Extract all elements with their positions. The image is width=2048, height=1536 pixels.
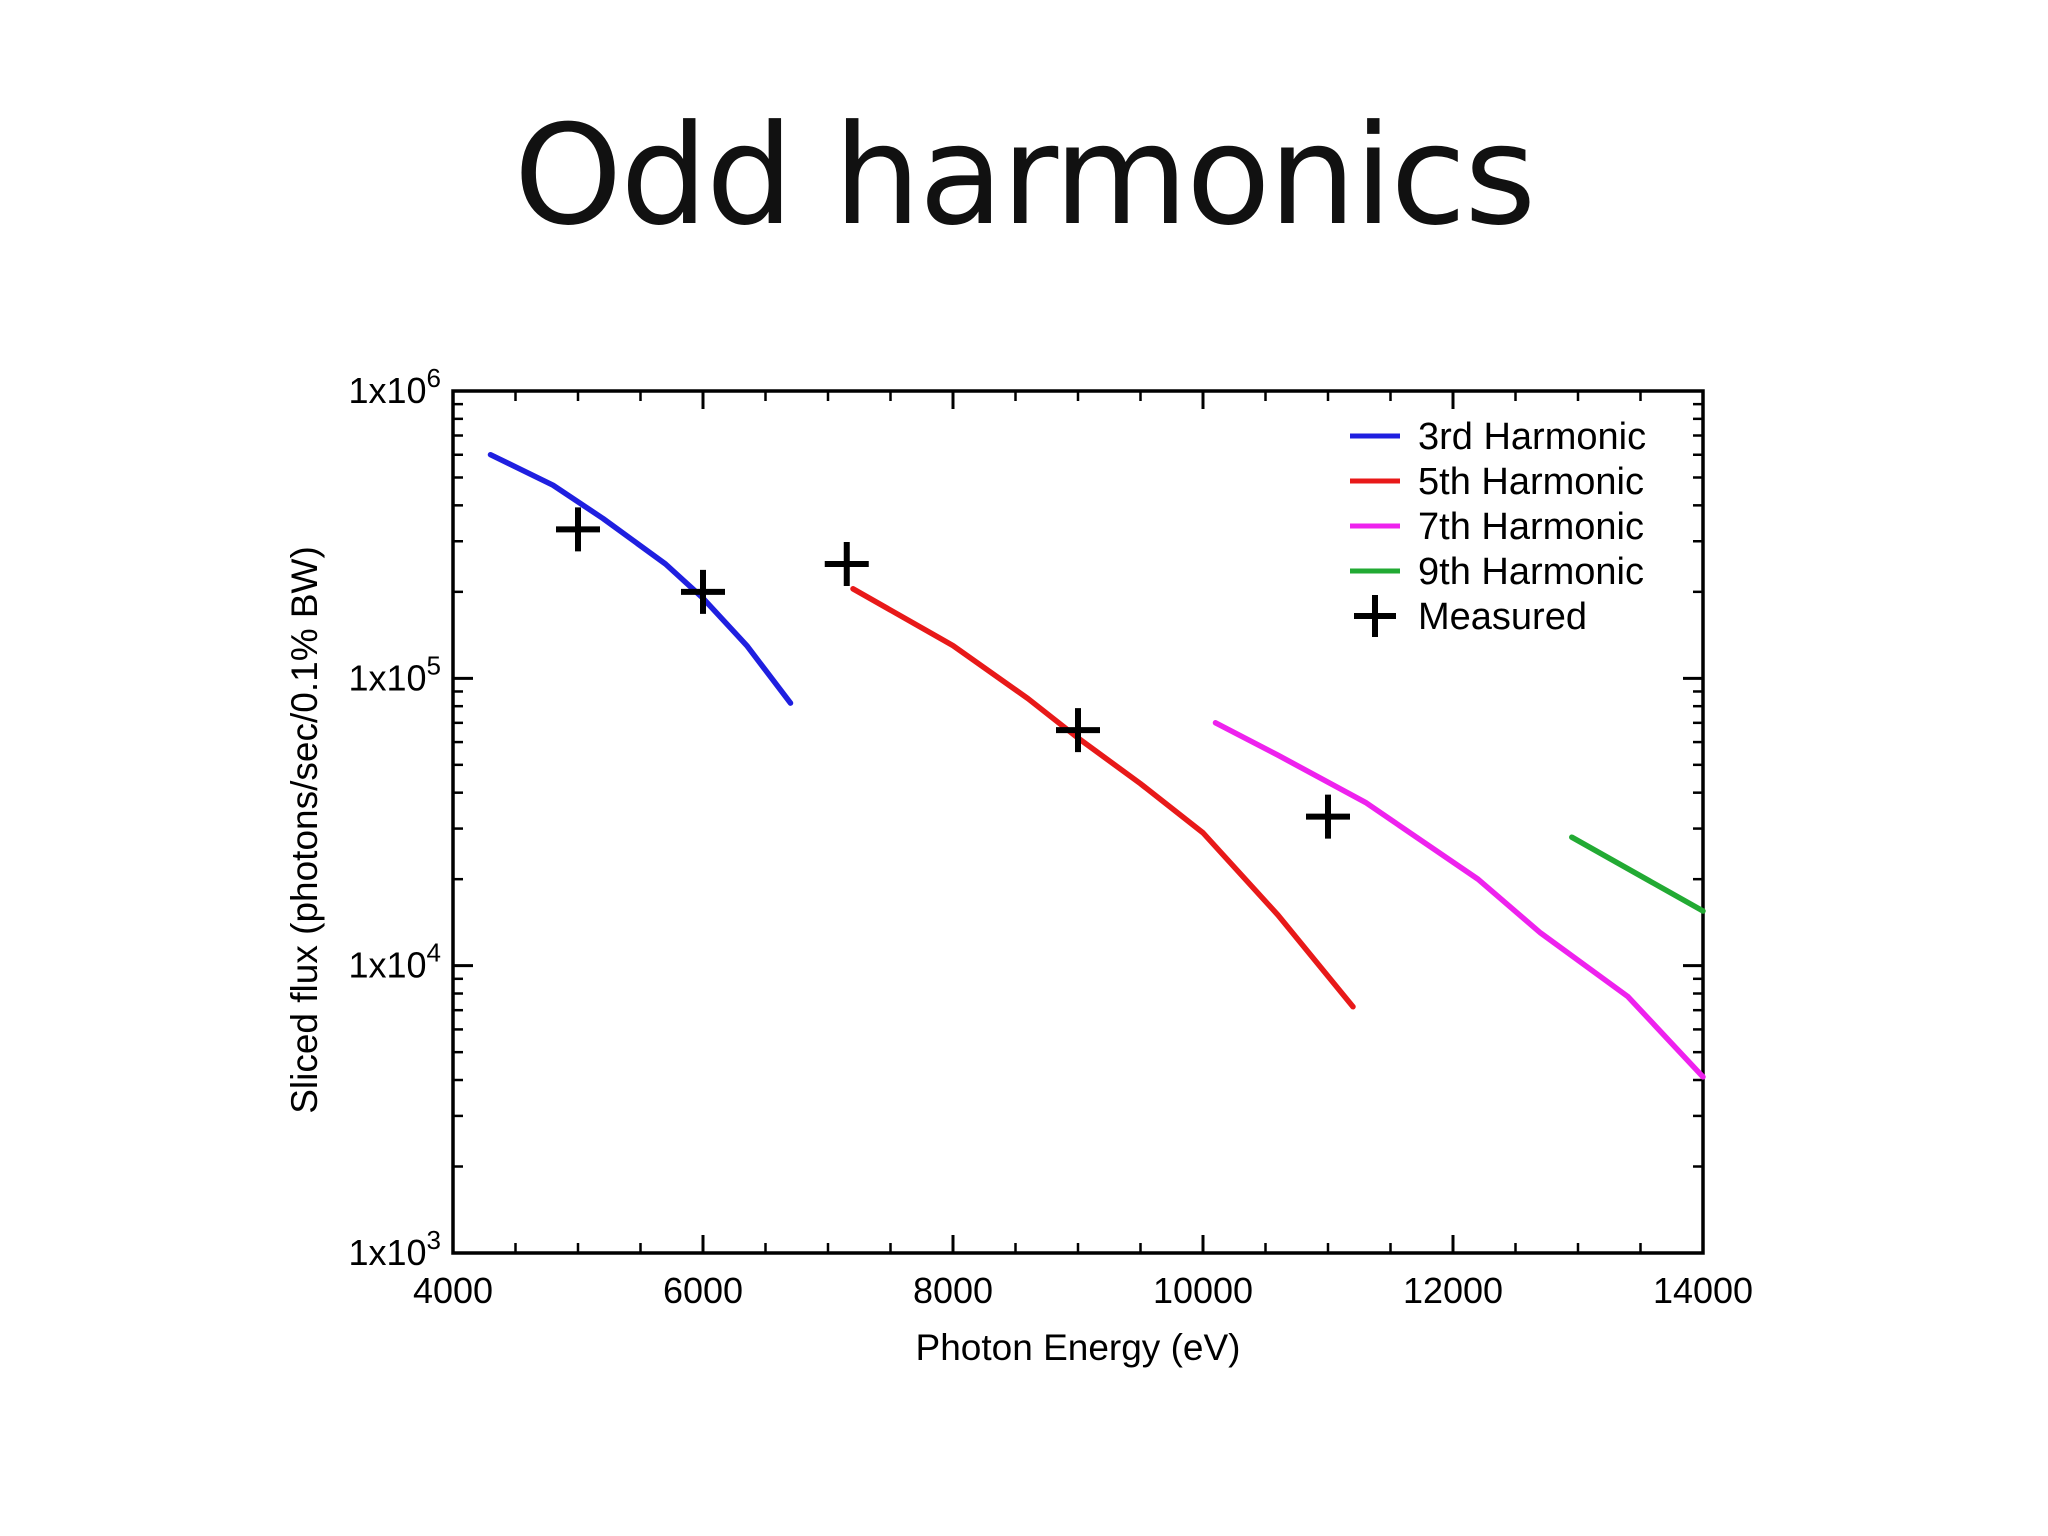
x-tick-label: 10000 (1153, 1270, 1253, 1311)
legend-swatch (1354, 595, 1396, 637)
y-tick-label: 1x103 (348, 1225, 441, 1273)
x-tick-label: 6000 (663, 1270, 743, 1311)
y-axis: 1x103 1x104 1x105 1x106 (348, 363, 1703, 1273)
x-axis: 4000 6000 8000 10000 12000 14000 (413, 391, 1753, 1311)
measured-point (1306, 794, 1350, 839)
x-tick-label: 8000 (913, 1270, 993, 1311)
measured-point (824, 541, 869, 586)
legend-label: 3rd Harmonic (1418, 416, 1646, 458)
measured-point (681, 569, 725, 614)
series-layer (487, 451, 1706, 1080)
y-tick-label: 1x105 (348, 650, 441, 698)
x-axis-label: Photon Energy (eV) (916, 1327, 1241, 1368)
legend-label: Measured (1418, 596, 1587, 638)
slide-title: Odd harmonics (513, 95, 1536, 256)
series-7th-harmonic (1212, 720, 1706, 1080)
y-tick-label: 1x104 (348, 938, 441, 986)
legend-label: 5th Harmonic (1418, 461, 1644, 503)
y-axis-label: Sliced flux (photons/sec/0.1% BW) (284, 546, 325, 1114)
legend-label: 9th Harmonic (1418, 551, 1644, 593)
legend-label: 7th Harmonic (1418, 506, 1644, 548)
measured-point (556, 507, 600, 552)
series-9th-harmonic (1569, 834, 1706, 914)
measured-point (1056, 708, 1100, 753)
y-tick-label: 1x106 (348, 363, 441, 411)
x-tick-label: 4000 (413, 1270, 493, 1311)
x-tick-label: 14000 (1653, 1270, 1753, 1311)
series-3rd-harmonic (487, 451, 794, 706)
series-5th-harmonic (850, 586, 1356, 1010)
x-tick-label: 12000 (1403, 1270, 1503, 1311)
